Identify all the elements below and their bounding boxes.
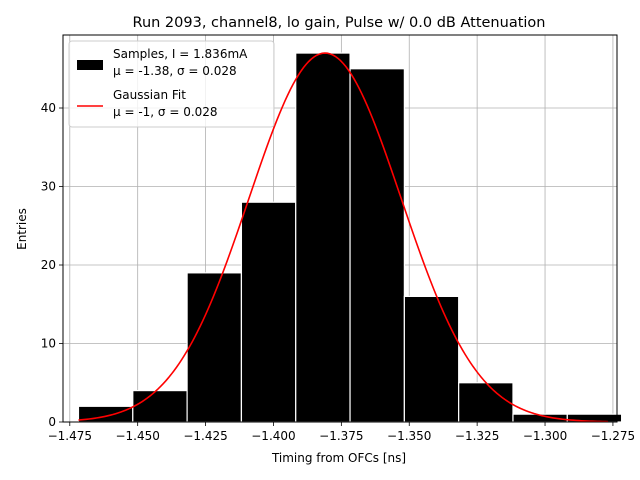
x-tick-label: −1.275 [591, 429, 635, 443]
histogram-bar [458, 382, 514, 423]
histogram-bar [403, 295, 460, 423]
histogram-bar [186, 272, 243, 423]
x-tick-label: −1.325 [455, 429, 499, 443]
x-tick-label: −1.475 [48, 429, 92, 443]
x-axis-label: Timing from OFCs [ns] [271, 451, 406, 465]
y-tick-label: 0 [48, 415, 56, 429]
histogram-bars [77, 52, 623, 423]
legend-fit-label-line1: Gaussian Fit [113, 88, 186, 102]
legend-samples-label-line1: Samples, I = 1.836mA [113, 47, 248, 61]
legend-samples-label-line2: μ = -1.38, σ = 0.028 [113, 64, 237, 78]
legend-fit-label-line2: μ = -1, σ = 0.028 [113, 105, 218, 119]
y-tick-label: 30 [41, 180, 56, 194]
histogram-bar [132, 390, 188, 423]
legend-samples-swatch [77, 60, 103, 70]
fit-line [78, 52, 609, 423]
gaussian-fit-curve [78, 52, 609, 423]
x-tick-label: −1.425 [183, 429, 227, 443]
histogram-bar [349, 68, 405, 423]
y-tick-label: 10 [41, 337, 56, 351]
legend-box [68, 40, 275, 128]
x-tick-label: −1.300 [523, 429, 567, 443]
x-tick-label: −1.400 [251, 429, 295, 443]
x-axis-ticks: −1.475 −1.450 −1.425 −1.400 −1.375 −1.350 −1.3… [48, 422, 635, 443]
histogram-bar [295, 52, 351, 423]
y-axis-label: Entries [15, 208, 29, 250]
histogram-bar [240, 201, 297, 423]
legend: Samples, I = 1.836mA μ = -1.38, σ = 0.02… [68, 40, 275, 128]
chart-title: Run 2093, channel8, lo gain, Pulse w/ 0.… [133, 15, 546, 31]
y-tick-label: 40 [41, 101, 56, 115]
x-tick-label: −1.350 [387, 429, 431, 443]
plot-area-frame [62, 34, 618, 423]
y-axis-ticks: 0 10 20 30 40 [41, 101, 63, 429]
x-tick-label: −1.375 [319, 429, 363, 443]
x-tick-label: −1.450 [115, 429, 159, 443]
y-tick-label: 20 [41, 258, 56, 272]
